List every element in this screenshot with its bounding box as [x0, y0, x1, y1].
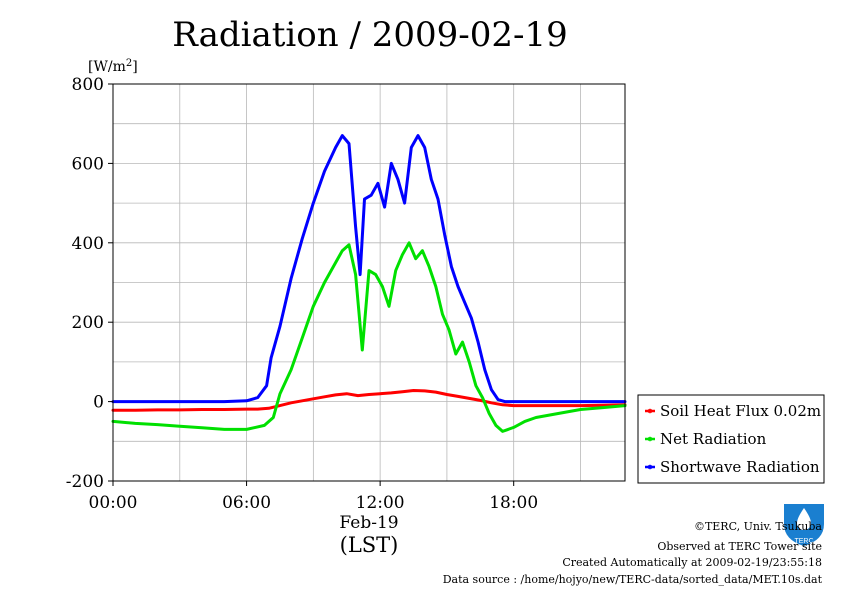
legend-label-net-radiation: Net Radiation	[660, 430, 767, 448]
series-line-net-radiation	[111, 241, 627, 433]
y-tick-label: 400	[72, 234, 104, 254]
x-axis-date-label: Feb-19	[339, 513, 398, 533]
axis-ticks: -200 0 200 400 600 800 00:00 06:00 12:00 18:00	[66, 75, 538, 513]
x-tick-label: 18:00	[489, 493, 538, 513]
terc-logo: TERC	[784, 504, 824, 546]
credit-data-source: Data source : /home/hojyo/new/TERC-data/…	[443, 573, 823, 586]
legend: Soil Heat Flux 0.02m Net Radiation Shortwa…	[637, 394, 825, 484]
legend-marker-soil-heat-flux-0-02m	[647, 408, 653, 414]
legend-marker-shortwave-radiation	[647, 464, 653, 470]
legend-label-shortwave-radiation: Shortwave Radiation	[660, 458, 820, 476]
y-axis-unit-label: [W/m2]	[88, 58, 138, 75]
y-axis-unit-base: [W/m	[88, 59, 126, 75]
y-tick-label: 200	[72, 313, 104, 333]
water-drop-icon	[797, 508, 811, 530]
terc-logo-text: TERC	[794, 538, 813, 545]
y-axis-unit-end: ]	[132, 59, 137, 75]
legend-label-soil-heat-flux-0-02m: Soil Heat Flux 0.02m	[660, 402, 821, 420]
series-layer	[111, 134, 627, 433]
chart-title: Radiation / 2009-02-19	[172, 15, 568, 55]
legend-marker-net-radiation	[647, 436, 653, 442]
y-tick-label: 800	[72, 75, 104, 95]
y-tick-label: 600	[72, 154, 104, 174]
legend-box	[637, 394, 825, 484]
series-line-soil-heat-flux-0-02m	[111, 389, 627, 412]
x-tick-label: 00:00	[89, 493, 138, 513]
credit-created-timestamp: Created Automatically at 2009-02-19/23:5…	[562, 556, 822, 569]
credit-copyright: ©TERC, Univ. Tsukuba	[694, 520, 822, 533]
series-line-shortwave-radiation	[111, 134, 627, 404]
x-tick-label: 12:00	[356, 493, 405, 513]
y-tick-label: -200	[66, 472, 104, 492]
y-axis-unit-superscript: 2	[126, 58, 132, 69]
x-tick-label: 06:00	[222, 493, 271, 513]
credit-observed-site: Observed at TERC Tower site	[657, 540, 822, 553]
x-axis-label: (LST)	[340, 533, 399, 557]
plot-area-frame	[112, 83, 626, 482]
y-tick-label: 0	[93, 393, 104, 413]
legend-items: Soil Heat Flux 0.02m Net Radiation Shortwa…	[645, 402, 821, 476]
